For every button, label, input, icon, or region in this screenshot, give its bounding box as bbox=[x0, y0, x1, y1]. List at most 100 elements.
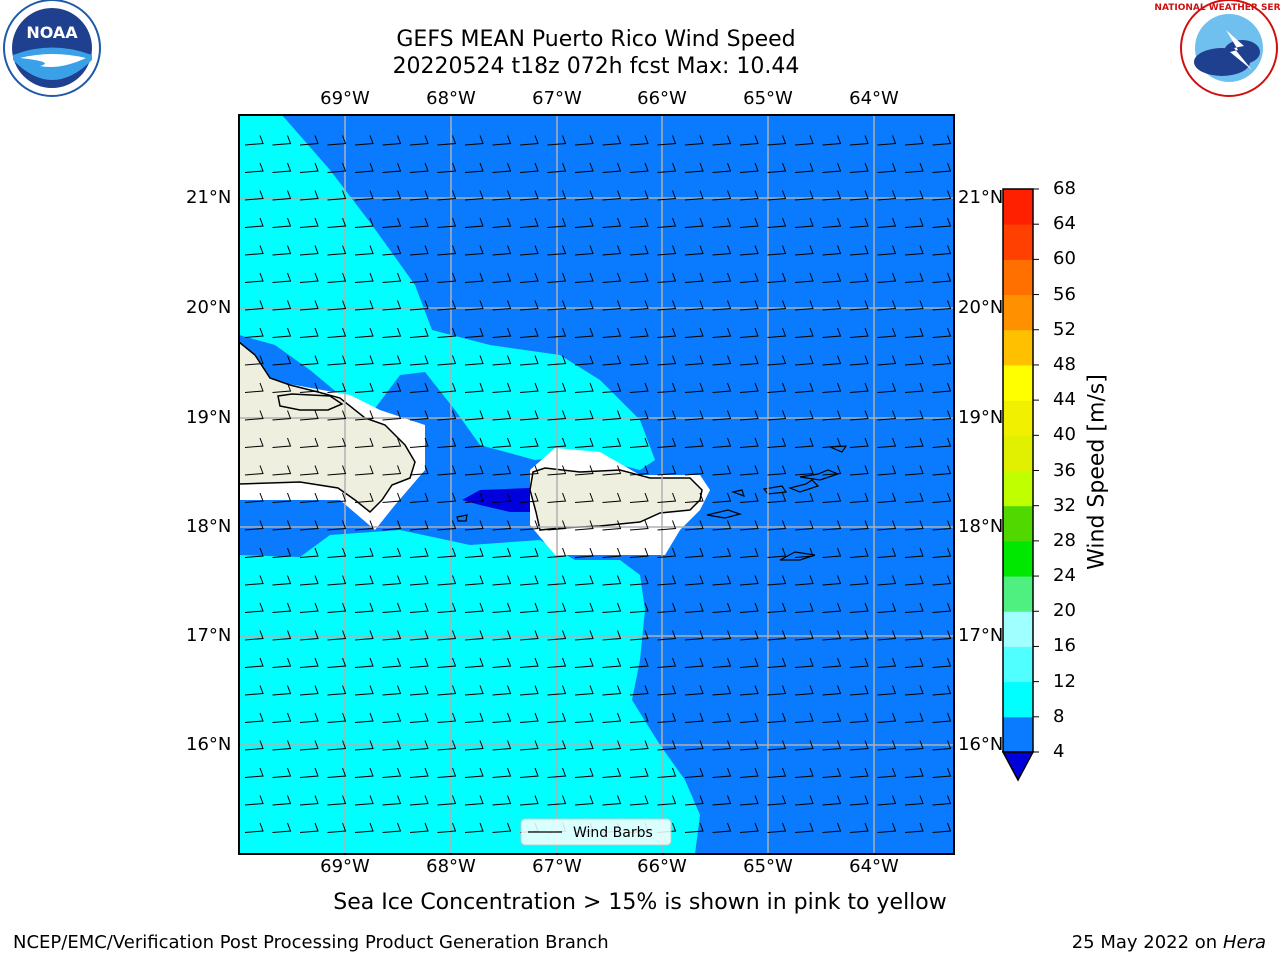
wind-barb bbox=[409, 520, 429, 531]
map-plot-area bbox=[239, 115, 954, 854]
wind-barb bbox=[464, 740, 484, 751]
land-tortuga bbox=[277, 393, 344, 411]
wind-barb bbox=[464, 217, 484, 228]
wind-barb bbox=[492, 272, 512, 283]
wind-barb bbox=[464, 245, 484, 256]
wind-barb bbox=[409, 657, 429, 668]
wind-barb bbox=[822, 740, 842, 751]
wind-barb bbox=[822, 190, 842, 201]
wind-barb bbox=[382, 712, 402, 723]
wind-barb bbox=[657, 712, 677, 723]
colorbar-tick-label: 16 bbox=[1053, 635, 1076, 657]
wind-barb bbox=[629, 685, 649, 696]
wind-barb bbox=[657, 162, 677, 173]
wind-barb bbox=[409, 382, 429, 393]
wind-barb bbox=[382, 822, 402, 833]
colorbar-tick-label: 64 bbox=[1053, 213, 1076, 235]
wind-barb bbox=[354, 575, 374, 586]
wind-barb bbox=[739, 245, 759, 256]
wind-barb bbox=[437, 327, 457, 338]
wind-barb bbox=[437, 740, 457, 751]
wind-barb bbox=[464, 465, 484, 476]
wind-barb bbox=[437, 135, 457, 146]
wind-barb bbox=[244, 575, 264, 586]
wind-barb bbox=[464, 630, 484, 641]
wind-barb bbox=[767, 657, 787, 668]
wind-barb bbox=[657, 520, 677, 531]
wind-barb bbox=[932, 492, 952, 503]
wind-barb bbox=[492, 300, 512, 311]
colorbar-segment bbox=[1003, 540, 1033, 577]
wind-barb bbox=[409, 300, 429, 311]
wind-barb bbox=[409, 492, 429, 503]
wind-barb bbox=[684, 245, 704, 256]
wind-barb bbox=[602, 740, 622, 751]
wind-barb bbox=[739, 492, 759, 503]
wind-barb bbox=[409, 712, 429, 723]
wind-barb bbox=[629, 437, 649, 448]
wind-barb bbox=[464, 712, 484, 723]
wind-barb bbox=[244, 630, 264, 641]
wind-barb bbox=[574, 382, 594, 393]
wind-barb bbox=[519, 382, 539, 393]
wind-barb bbox=[437, 547, 457, 558]
wind-barb bbox=[822, 327, 842, 338]
wind-barb bbox=[932, 712, 952, 723]
wind-barb bbox=[877, 327, 897, 338]
wind-barb bbox=[409, 217, 429, 228]
wind-barb bbox=[327, 300, 347, 311]
colorbar-segment bbox=[1003, 576, 1033, 612]
wind-barb bbox=[739, 437, 759, 448]
wind-barb bbox=[244, 492, 264, 503]
wind-barb bbox=[464, 492, 484, 503]
wind-barb bbox=[712, 547, 732, 558]
wind-barb bbox=[767, 795, 787, 806]
wind-barb bbox=[822, 657, 842, 668]
wind-barb bbox=[272, 327, 292, 338]
wind-barb bbox=[657, 272, 677, 283]
wind-barb bbox=[602, 300, 622, 311]
wind-barb bbox=[547, 217, 567, 228]
wind-barb bbox=[327, 217, 347, 228]
wind-barb bbox=[244, 520, 264, 531]
wind-barb bbox=[354, 740, 374, 751]
wind-barb bbox=[272, 190, 292, 201]
wind-barb bbox=[244, 602, 264, 613]
wind-barb bbox=[327, 575, 347, 586]
wind-barb bbox=[739, 410, 759, 421]
wind-barb bbox=[574, 327, 594, 338]
lon-label-bottom-67w: 67°W bbox=[532, 856, 582, 877]
wind-barb bbox=[574, 657, 594, 668]
wind-barb bbox=[739, 355, 759, 366]
wind-barb bbox=[767, 410, 787, 421]
wind-barb bbox=[602, 575, 622, 586]
wind-barb bbox=[767, 602, 787, 613]
colorbar-tick-label: 40 bbox=[1053, 424, 1076, 446]
wind-barb bbox=[877, 437, 897, 448]
colorbar-segment bbox=[1003, 681, 1033, 718]
wind-barb bbox=[849, 355, 869, 366]
wind-barb bbox=[409, 245, 429, 256]
wind-barb bbox=[547, 135, 567, 146]
wind-barb bbox=[354, 822, 374, 833]
wind-barb bbox=[409, 547, 429, 558]
wind-barb bbox=[904, 492, 924, 503]
wind-barb bbox=[354, 355, 374, 366]
wind-barb bbox=[629, 630, 649, 641]
wind-barb bbox=[327, 272, 347, 283]
wind-barb bbox=[657, 685, 677, 696]
wind-barb bbox=[244, 795, 264, 806]
wind-barb bbox=[822, 630, 842, 641]
wind-barb bbox=[382, 630, 402, 641]
wind-barb bbox=[574, 685, 594, 696]
wind-barb bbox=[519, 300, 539, 311]
wind-barb bbox=[904, 135, 924, 146]
wind-barb bbox=[602, 712, 622, 723]
wind-barb bbox=[794, 272, 814, 283]
wind-barb bbox=[739, 740, 759, 751]
wind-barb bbox=[382, 190, 402, 201]
wind-barb bbox=[849, 437, 869, 448]
wind-barb bbox=[602, 135, 622, 146]
wind-barb bbox=[354, 712, 374, 723]
wind-barb bbox=[822, 712, 842, 723]
